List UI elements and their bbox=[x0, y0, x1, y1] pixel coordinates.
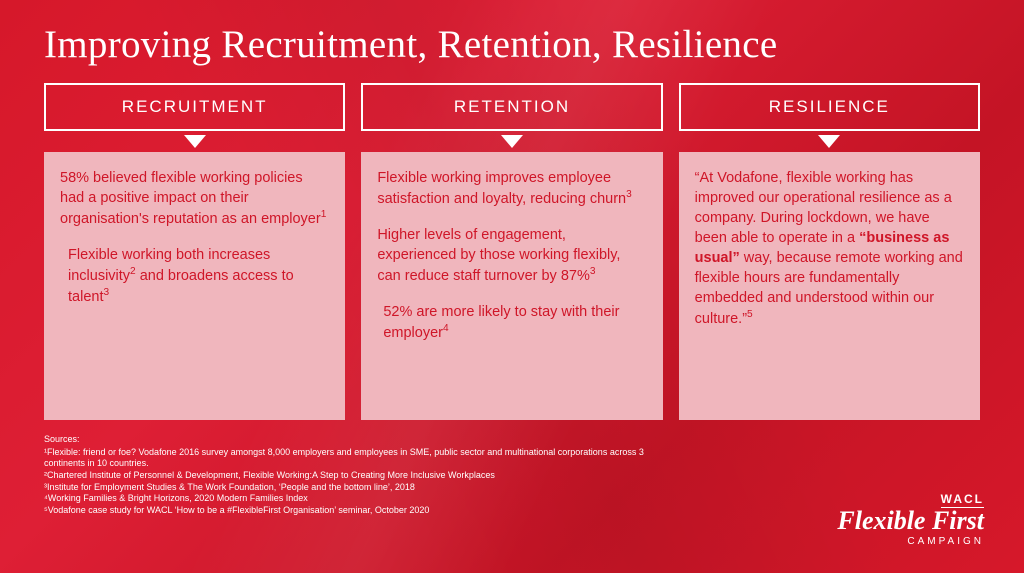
source-line: ²Chartered Institute of Personnel & Deve… bbox=[44, 470, 684, 482]
column: RESILIENCE “At Vodafone, flexible working… bbox=[679, 83, 980, 420]
columns-row: RECRUITMENT 58% believed flexible working… bbox=[44, 83, 980, 420]
body-paragraph: “At Vodafone, flexible working has impro… bbox=[695, 168, 964, 329]
logo-main: Flexible First bbox=[837, 508, 984, 534]
column-header: RECRUITMENT bbox=[44, 83, 345, 131]
column-body: 58% believed flexible working policies h… bbox=[44, 152, 345, 420]
sources-block: Sources: ¹Flexible: friend or foe? Vodaf… bbox=[44, 434, 684, 517]
down-arrow-icon bbox=[501, 135, 523, 148]
column-body: “At Vodafone, flexible working has impro… bbox=[679, 152, 980, 420]
logo-sub: CAMPAIGN bbox=[837, 536, 984, 547]
column-header: RETENTION bbox=[361, 83, 662, 131]
body-paragraph: Flexible working improves employee satis… bbox=[377, 168, 646, 209]
column-body: Flexible working improves employee satis… bbox=[361, 152, 662, 420]
column: RECRUITMENT 58% believed flexible working… bbox=[44, 83, 345, 420]
body-paragraph: 58% believed flexible working policies h… bbox=[60, 168, 329, 229]
column: RETENTION Flexible working improves emplo… bbox=[361, 83, 662, 420]
down-arrow-icon bbox=[818, 135, 840, 148]
slide: Improving Recruitment, Retention, Resili… bbox=[0, 0, 1024, 573]
source-line: ¹Flexible: friend or foe? Vodafone 2016 … bbox=[44, 447, 684, 470]
source-line: ⁵Vodafone case study for WACL ‘How to be… bbox=[44, 505, 684, 517]
source-line: ³Institute for Employment Studies & The … bbox=[44, 482, 684, 494]
body-paragraph: Flexible working both increases inclusiv… bbox=[60, 245, 329, 307]
page-title: Improving Recruitment, Retention, Resili… bbox=[44, 22, 980, 67]
column-header: RESILIENCE bbox=[679, 83, 980, 131]
body-paragraph: Higher levels of engagement, experienced… bbox=[377, 225, 646, 286]
sources-label: Sources: bbox=[44, 434, 684, 446]
source-line: ⁴Working Families & Bright Horizons, 202… bbox=[44, 493, 684, 505]
down-arrow-icon bbox=[184, 135, 206, 148]
sources-list: ¹Flexible: friend or foe? Vodafone 2016 … bbox=[44, 447, 684, 517]
campaign-logo: WACL Flexible First CAMPAIGN bbox=[837, 490, 984, 547]
body-paragraph: 52% are more likely to stay with their e… bbox=[377, 302, 646, 343]
